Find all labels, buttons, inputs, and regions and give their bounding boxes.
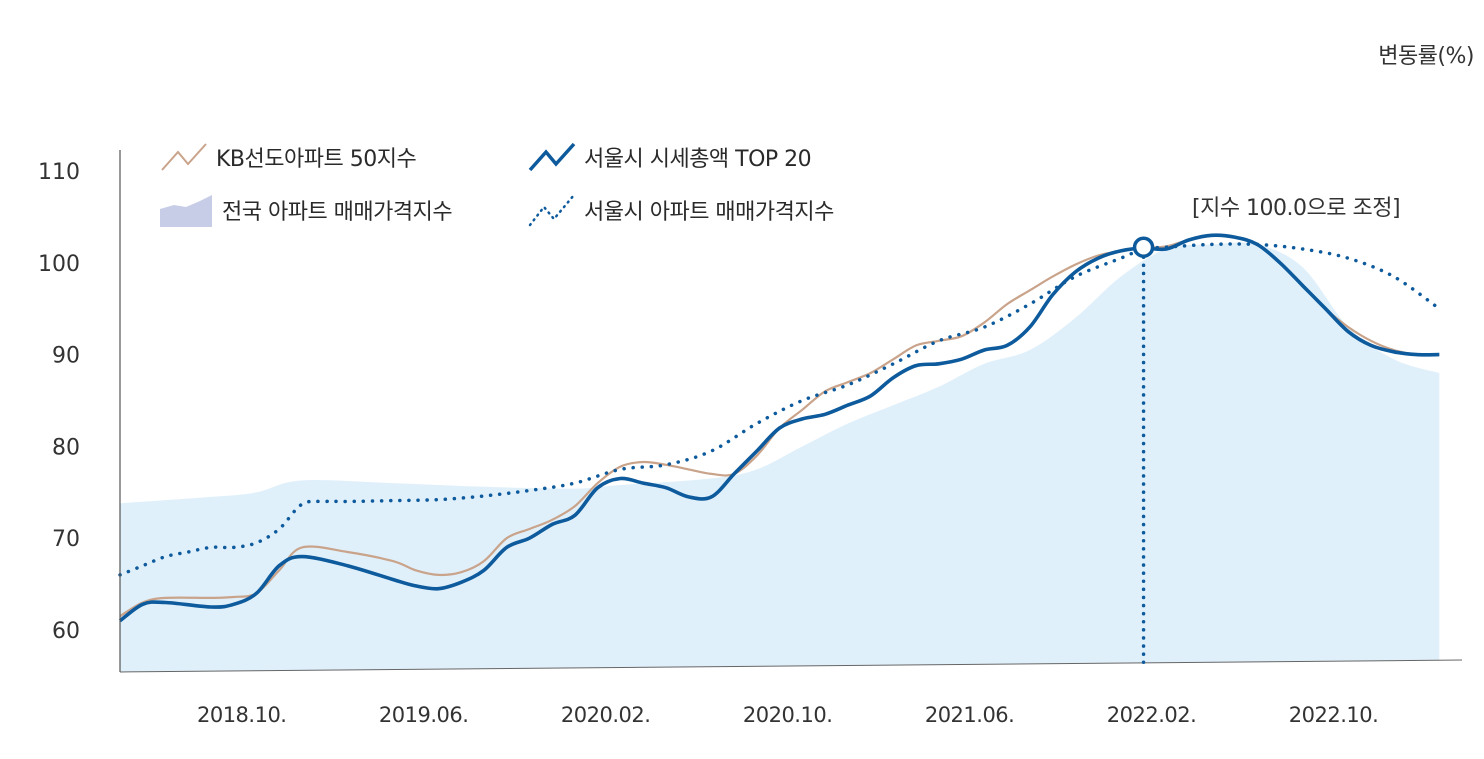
annotation-label: [지수 100.0으로 조정] <box>1192 196 1401 221</box>
x-tick-label: 2022.10. <box>1289 703 1379 727</box>
legend-swatch-nation-apt <box>160 195 212 227</box>
legend-swatch-seoul-top20 <box>528 142 576 172</box>
legend-swatch-kb50 <box>161 143 207 171</box>
axis-layer: 60 70 80 90 100 110 2018.10. 2019.06. 2020.02. 20… <box>38 150 1463 727</box>
x-tick-label: 2021.06. <box>925 703 1015 727</box>
y-tick-label: 60 <box>52 619 80 644</box>
legend-label-kb50: KB선도아파트 50지수 <box>216 147 417 172</box>
legend-swatch-seoul-apt <box>528 193 576 227</box>
y-tick-label: 100 <box>38 252 80 277</box>
x-tick-label: 2019.06. <box>379 703 469 727</box>
series-line-seoul-top20 <box>118 233 1440 623</box>
unit-label: 변동률(%) <box>1378 44 1474 69</box>
y-tick-label: 90 <box>52 344 80 369</box>
x-axis-line <box>119 659 1463 673</box>
y-tick-label: 80 <box>52 435 80 460</box>
x-tick-label: 2020.02. <box>561 703 651 727</box>
area-layer <box>120 242 1440 672</box>
marker-layer <box>1132 236 1155 668</box>
legend-item-kb50: KB선도아파트 50지수 <box>160 140 417 174</box>
line-layer <box>118 233 1442 623</box>
legend-item-seoul-apt: 서울시 아파트 매매가격지수 <box>528 193 834 227</box>
y-tick-label: 70 <box>52 527 80 552</box>
y-tick-label: 110 <box>38 160 80 185</box>
x-tick-label: 2022.02. <box>1107 703 1197 727</box>
series-area-nation-apt <box>120 242 1440 672</box>
annotation-marker <box>1132 236 1155 258</box>
series-line-seoul-apt <box>118 242 1442 577</box>
legend-item-seoul-top20: 서울시 시세총액 TOP 20 <box>528 140 812 174</box>
legend-label-seoul-top20: 서울시 시세총액 TOP 20 <box>584 147 812 172</box>
legend-item-nation-apt: 전국 아파트 매매가격지수 <box>160 193 453 227</box>
x-tick-label: 2020.10. <box>743 703 833 727</box>
x-tick-label: 2018.10. <box>197 703 287 727</box>
legend-label-nation-apt: 전국 아파트 매매가격지수 <box>222 200 453 225</box>
legend-label-seoul-apt: 서울시 아파트 매매가격지수 <box>584 200 834 225</box>
